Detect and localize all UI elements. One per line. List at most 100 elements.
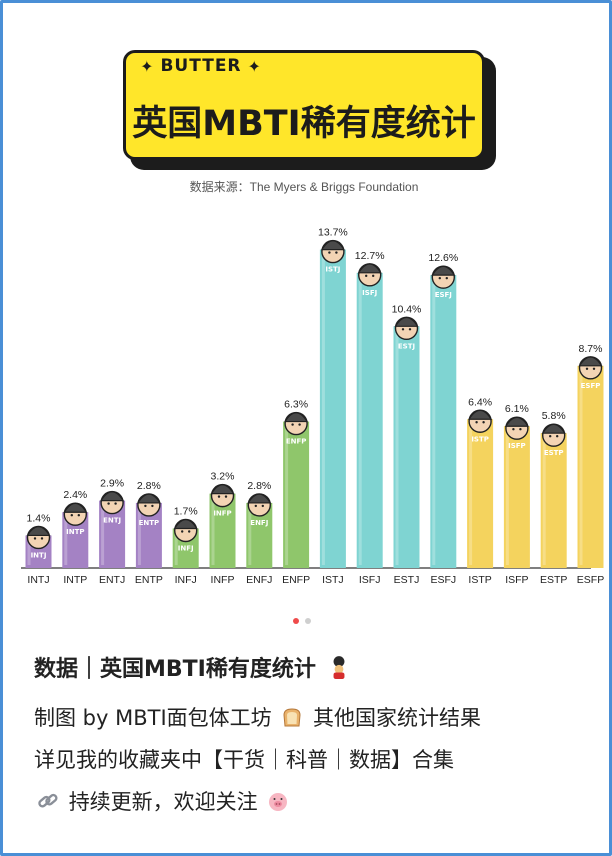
character-icon: [431, 265, 456, 289]
bar-highlight: [321, 252, 325, 565]
bar-enfp: [283, 421, 310, 568]
category-label: ESFP: [577, 574, 604, 586]
character-icon: [100, 490, 125, 515]
character-icon: [357, 263, 382, 287]
post-line-3: 持续更新，欢迎关注: [34, 786, 292, 816]
bar-highlight: [137, 505, 141, 565]
bar-highlight: [542, 436, 546, 565]
character-icon: [63, 502, 88, 526]
bar-tag: ENTJ: [103, 517, 121, 525]
bar-isfj: [356, 272, 383, 568]
character-icon: [136, 493, 161, 517]
post-line-1: 制图 by MBTI面包体工坊 其他国家统计结果: [34, 702, 481, 732]
post-line-3-text: 持续更新，欢迎关注: [68, 790, 258, 814]
value-label: 6.1%: [505, 403, 529, 415]
character-icon: [210, 483, 235, 508]
character-icon: [394, 316, 419, 340]
bar-highlight: [101, 503, 105, 565]
bar-tag: ENTP: [139, 519, 160, 527]
value-label: 2.9%: [100, 478, 124, 490]
character-icon: [247, 493, 272, 517]
value-label: 2.4%: [63, 489, 87, 501]
category-label: INTJ: [27, 574, 49, 586]
post-line-1b: 其他国家统计结果: [313, 706, 482, 730]
category-label: ENTJ: [99, 574, 125, 586]
character-icon: [173, 518, 198, 543]
bar-tag: ESFP: [581, 382, 601, 390]
category-label: ISFJ: [359, 574, 381, 586]
bar-tag: ISTJ: [325, 266, 340, 274]
bar-tag: ISFP: [508, 442, 526, 450]
bar-estj: [393, 326, 420, 568]
carousel-dot-2[interactable]: [305, 618, 311, 624]
value-label: 2.8%: [247, 480, 271, 492]
category-label: ESFJ: [430, 574, 456, 586]
category-label: ENTP: [135, 574, 163, 586]
carousel-dots[interactable]: [293, 618, 311, 624]
value-label: 5.8%: [542, 410, 566, 422]
bar-highlight: [469, 422, 473, 565]
value-label: 2.8%: [137, 480, 161, 492]
bar-isfp: [503, 426, 530, 568]
category-label: INFP: [211, 574, 235, 586]
category-label: ESTP: [540, 574, 567, 586]
value-label: 1.4%: [27, 512, 51, 524]
category-label: ISTJ: [322, 574, 344, 586]
bar-highlight: [579, 368, 583, 565]
pig-emoji-icon: [269, 793, 288, 811]
title-banner: [123, 50, 485, 160]
category-label: INFJ: [175, 574, 197, 586]
character-icon: [468, 409, 493, 433]
category-label: ENFP: [282, 574, 310, 586]
category-label: INTP: [63, 574, 87, 586]
value-label: 10.4%: [392, 303, 422, 315]
star-icon: ✦: [247, 56, 262, 76]
bar-tag: ESFJ: [435, 291, 452, 299]
character-icon: [284, 411, 309, 436]
brand-label: ✦ BUTTER ✦: [131, 51, 271, 81]
bar-estp: [540, 433, 567, 568]
bar-tag: INFP: [213, 510, 231, 518]
bar-istj: [319, 249, 346, 568]
value-label: 13.7%: [318, 227, 348, 239]
bar-highlight: [432, 278, 436, 565]
character-icon: [504, 416, 529, 440]
bar-tag: ISFJ: [362, 289, 377, 297]
post-title-text: 数据｜英国MBTI稀有度统计: [34, 657, 316, 682]
bar-highlight: [285, 424, 289, 565]
bar-tag: ESTP: [544, 449, 564, 457]
carousel-dot-1[interactable]: [293, 618, 299, 624]
bar-highlight: [395, 329, 399, 565]
bar-tag: INFJ: [178, 544, 194, 552]
bar-highlight: [505, 429, 509, 565]
bar-tag: INTP: [66, 528, 84, 536]
bar-esfj: [430, 275, 457, 568]
star-icon: ✦: [140, 56, 155, 76]
bar-esfp: [577, 365, 604, 568]
chart-title: 英国MBTI稀有度统计: [132, 104, 476, 144]
data-source: 数据来源：The Myers & Briggs Foundation: [189, 180, 419, 194]
category-label: ENFJ: [246, 574, 272, 586]
post-title: 数据｜英国MBTI稀有度统计: [34, 651, 354, 683]
bar-tag: ENFP: [286, 438, 307, 446]
bar-tag: INTJ: [31, 551, 47, 559]
bar-highlight: [64, 515, 68, 565]
bar-highlight: [211, 496, 215, 565]
value-label: 6.4%: [468, 396, 492, 408]
value-label: 3.2%: [211, 471, 235, 483]
brand-text: BUTTER: [160, 56, 242, 76]
bar-highlight: [27, 538, 31, 565]
bar-highlight: [358, 275, 362, 565]
category-label: ISTP: [468, 574, 491, 586]
character-icon: [320, 239, 345, 264]
value-label: 12.6%: [428, 252, 458, 264]
character-icon: [578, 356, 603, 380]
value-label: 1.7%: [174, 505, 198, 517]
guard-emoji-icon: [333, 656, 344, 679]
category-label: ESTJ: [394, 574, 420, 586]
link-emoji-icon: [38, 793, 58, 808]
bar-tag: ESTJ: [398, 342, 415, 350]
value-label: 6.3%: [284, 399, 308, 411]
bar-chart: INTJ 1.4% INTJ INTP 2.4% INTP ENTJ 2.9% ENTJ ENTP…: [21, 227, 604, 586]
